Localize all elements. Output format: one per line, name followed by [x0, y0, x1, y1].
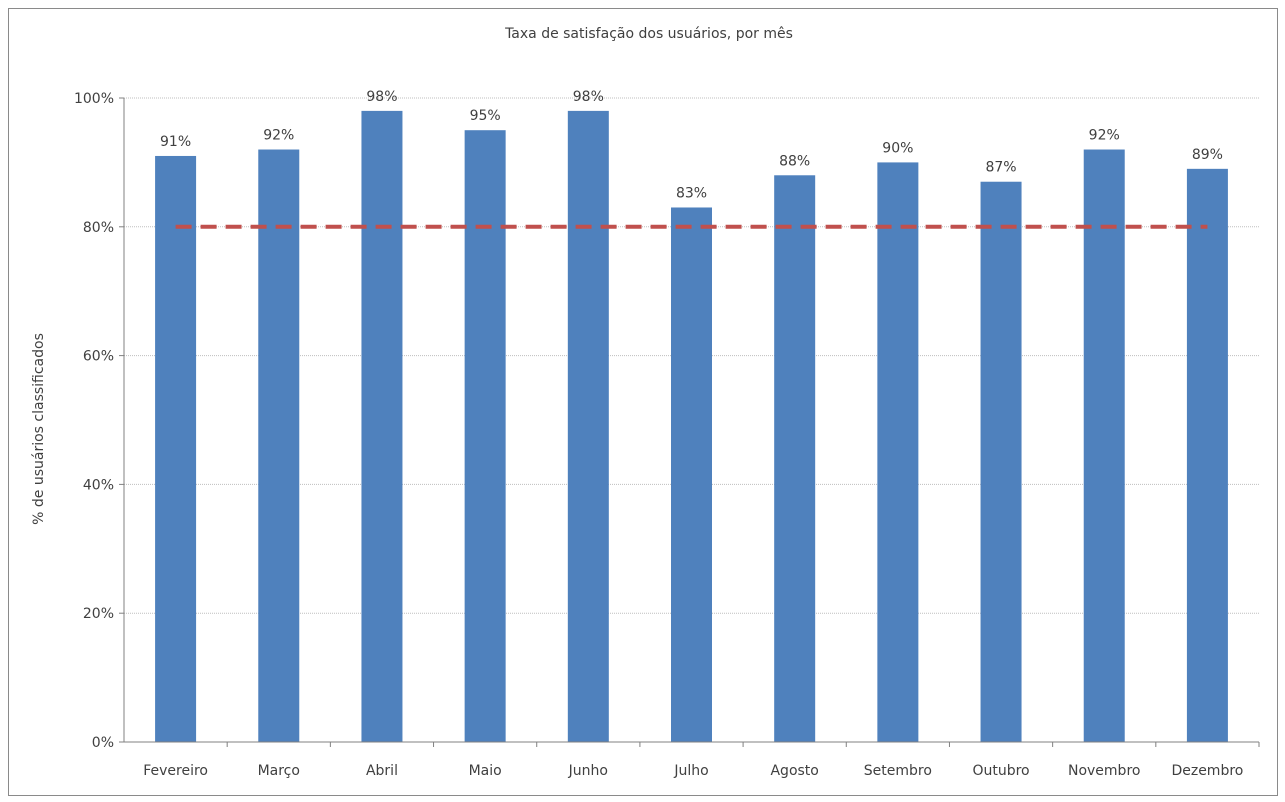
x-tick-label: Dezembro — [1171, 763, 1243, 779]
x-tick-label: Outubro — [972, 763, 1029, 779]
y-tick-label: 60% — [83, 349, 114, 365]
bar-chart: Taxa de satisfação dos usuários, por mês… — [9, 9, 1279, 797]
data-label: 89% — [1192, 147, 1223, 163]
data-label: 98% — [366, 89, 397, 105]
x-tick-label: Maio — [469, 763, 502, 779]
x-tick-label: Julho — [673, 763, 708, 779]
data-label: 87% — [985, 160, 1016, 176]
x-tick-label: Fevereiro — [143, 763, 208, 779]
labels: 0% 20% 40% 60% 80% 100% 91% Fevereiro 92% Março 98… — [74, 89, 1243, 779]
data-label: 92% — [1089, 128, 1120, 144]
x-tick-label: Junho — [568, 763, 608, 779]
bar-agosto — [774, 175, 815, 742]
x-tick-label: Agosto — [770, 763, 818, 779]
bar-setembro — [877, 162, 918, 742]
x-tick-label: Abril — [366, 763, 398, 779]
bar-junho — [568, 111, 609, 742]
y-tick-label: 80% — [83, 220, 114, 236]
y-tick-label: 0% — [92, 735, 114, 751]
bar-março — [258, 150, 299, 742]
y-tick-label: 40% — [83, 477, 114, 493]
y-axis-title: % de usuários classificados — [31, 333, 47, 525]
bar-julho — [671, 207, 712, 742]
data-label: 83% — [676, 185, 707, 201]
bar-novembro — [1084, 150, 1125, 742]
x-tick-label: Março — [258, 763, 300, 779]
data-label: 98% — [573, 89, 604, 105]
y-tick-label: 100% — [74, 91, 114, 107]
data-label: 92% — [263, 128, 294, 144]
x-tick-label: Setembro — [864, 763, 932, 779]
bar-maio — [465, 130, 506, 742]
bar-abril — [361, 111, 402, 742]
data-label: 90% — [882, 140, 913, 156]
chart-title: Taxa de satisfação dos usuários, por mês — [504, 26, 793, 42]
data-label: 88% — [779, 153, 810, 169]
chart-frame: Taxa de satisfação dos usuários, por mês… — [8, 8, 1278, 796]
bar-fevereiro — [155, 156, 196, 742]
x-tick-label: Novembro — [1068, 763, 1140, 779]
data-label: 91% — [160, 134, 191, 150]
y-tick-label: 20% — [83, 606, 114, 622]
bar-dezembro — [1187, 169, 1228, 742]
bars — [155, 111, 1228, 742]
bar-outubro — [981, 182, 1022, 742]
data-label: 95% — [470, 108, 501, 124]
